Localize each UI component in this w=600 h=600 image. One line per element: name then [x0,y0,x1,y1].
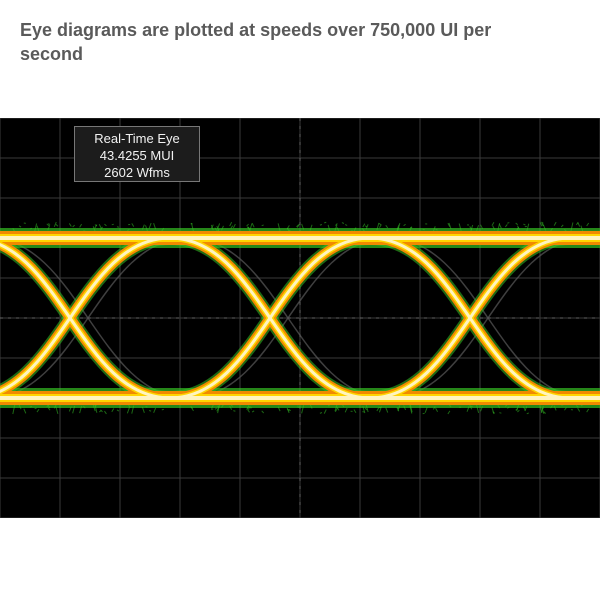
info-line-3: 2602 Wfms [81,165,193,182]
info-line-2: 43.4255 MUI [81,148,193,165]
measurement-info-box: Real-Time Eye 43.4255 MUI 2602 Wfms [74,126,200,182]
info-line-1: Real-Time Eye [81,131,193,148]
oscilloscope-display: Real-Time Eye 43.4255 MUI 2602 Wfms [0,118,600,518]
figure-caption: Eye diagrams are plotted at speeds over … [20,18,540,67]
